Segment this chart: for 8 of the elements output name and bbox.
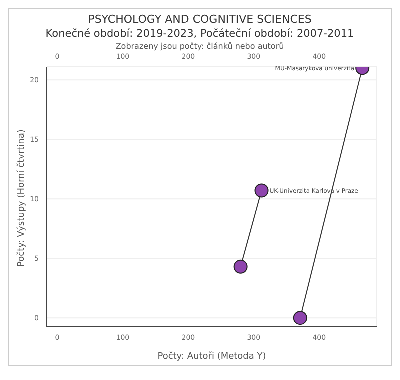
text: Zobrazeny jsou počty: článků nebo autorů <box>114 42 286 51</box>
point <box>254 184 269 198</box>
point <box>234 260 248 274</box>
chart-title: PSYCHOLOGY AND COGNITIVE SCIENCES <box>87 13 313 26</box>
x-axis-title: Počty: Autoři (Metoda Y) <box>158 351 266 362</box>
chart-subtitle: Konečné období: 2019-2023, Počáteční období: 2007-2011 <box>44 28 356 40</box>
point <box>293 311 308 326</box>
y-axis-title: Počty: Výstupy (Horní čtvrtina) <box>16 130 28 267</box>
